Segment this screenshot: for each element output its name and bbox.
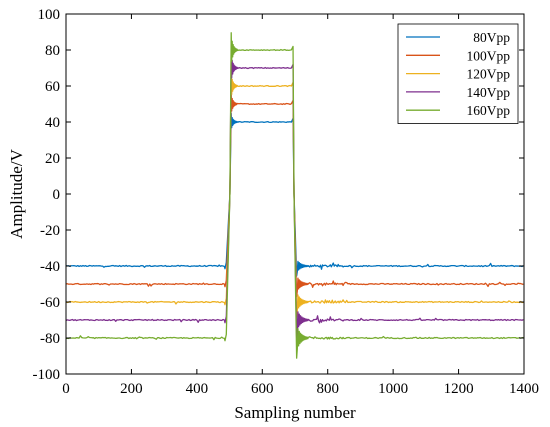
tick-layer: 0 200 400 600 800 1000 1200 1400-100-80-60-40-2… [33,7,540,397]
series-line-3 [65,52,524,339]
y-tick-label: -40 [40,259,60,275]
legend: 80Vpp 100Vpp 120Vpp 140Vpp 160Vpp [397,23,519,124]
x-tick-label: 1000 [378,381,408,397]
legend-label: 160Vpp [467,103,511,118]
x-tick-label: 200 [120,381,143,397]
y-tick-label: -80 [40,331,60,347]
y-axis-label: Amplitude/V [7,148,26,238]
x-tick-label: 0 [62,381,70,397]
series-line-2 [65,72,524,318]
series-layer [65,32,524,359]
y-tick-label: 60 [45,79,60,95]
series-line-0 [65,112,524,277]
x-axis-label: Sampling number [234,403,356,422]
y-tick-label: 80 [45,43,60,59]
x-tick-label: 400 [186,381,209,397]
legend-label: 100Vpp [467,48,511,63]
y-tick-label: 40 [45,115,60,131]
legend-label: 140Vpp [467,85,511,100]
x-tick-label: 800 [316,381,339,397]
y-tick-label: -20 [40,223,60,239]
y-tick-label: 0 [53,187,61,203]
x-tick-label: 1400 [509,381,539,397]
x-tick-label: 600 [251,381,274,397]
y-tick-label: 20 [45,151,60,167]
legend-label: 120Vpp [467,67,511,82]
legend-label: 80Vpp [473,30,510,45]
y-tick-label: -100 [33,367,61,383]
x-tick-label: 1200 [444,381,474,397]
series-line-1 [65,92,524,298]
series-line-4 [65,32,524,359]
y-tick-label: 100 [38,7,61,23]
y-tick-label: -60 [40,295,60,311]
